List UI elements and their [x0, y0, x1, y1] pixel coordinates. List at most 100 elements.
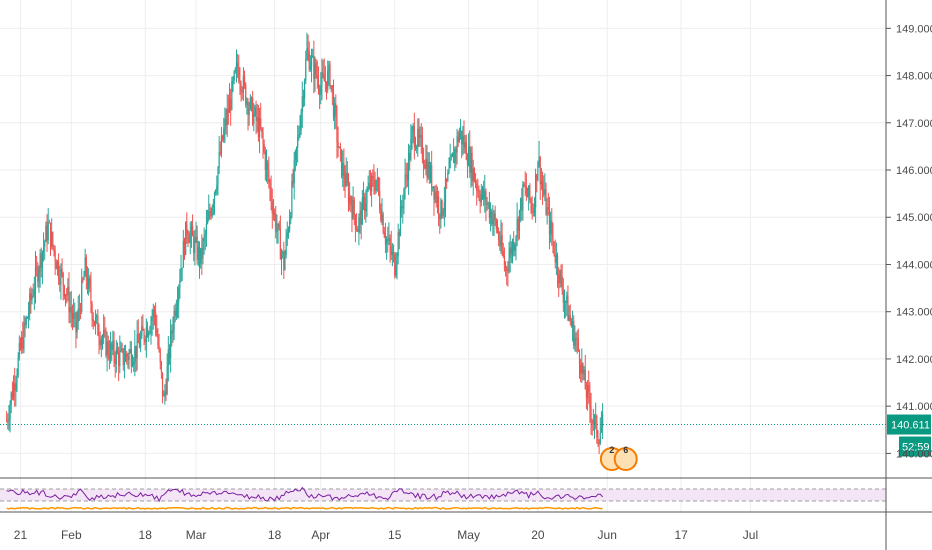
candle-body: [488, 203, 491, 218]
candle-body: [313, 55, 315, 79]
candle-body: [142, 326, 144, 331]
candle-body: [535, 174, 537, 208]
candle-body: [252, 97, 254, 125]
candle-body: [402, 206, 404, 209]
candle-body: [200, 248, 202, 264]
candle-body: [462, 136, 464, 145]
candle-body: [114, 357, 116, 364]
candle-body: [295, 147, 298, 152]
candle-body: [433, 186, 435, 200]
candle-body: [308, 51, 310, 70]
candle-body: [583, 369, 585, 374]
candle-body: [461, 130, 463, 145]
candle-body: [548, 208, 551, 235]
candle-body: [191, 226, 194, 237]
candle-body: [324, 81, 326, 83]
candle-body: [310, 56, 313, 67]
candle-body: [27, 313, 30, 318]
price-tick-label: 144.000: [896, 259, 932, 271]
candle-body: [306, 48, 308, 60]
candle-body: [399, 206, 402, 237]
candle-body: [167, 349, 169, 367]
candle-body: [273, 212, 276, 215]
candle-body: [286, 232, 288, 238]
candle-body: [103, 329, 105, 338]
candle-body: [307, 48, 309, 52]
candle-body: [278, 223, 280, 229]
time-axis[interactable]: 21 Feb 18 Mar 18 Apr 15 May 20 Jun 17 Jul: [0, 477, 932, 542]
candle-body: [131, 364, 134, 366]
candle-body: [59, 278, 61, 285]
candle-body: [219, 151, 221, 154]
candle-body: [336, 115, 338, 143]
candle-body: [235, 62, 238, 70]
candle-body: [204, 234, 206, 237]
candle-body: [138, 342, 141, 348]
candle-body: [541, 181, 544, 190]
candle-body: [560, 270, 562, 277]
candle-body: [319, 88, 321, 95]
time-tick-label: 21: [14, 528, 28, 542]
candle-body: [539, 156, 541, 185]
candle-body: [382, 214, 384, 233]
candle-body: [573, 320, 575, 346]
candle-body: [396, 255, 398, 267]
candle-body: [183, 240, 186, 255]
candle-body: [113, 340, 115, 358]
candle-body: [314, 62, 316, 79]
price-tick-label: 141.000: [896, 401, 932, 413]
candle-body: [434, 191, 436, 200]
candle-body: [255, 107, 257, 121]
candle-body: [466, 159, 469, 166]
candle-body: [166, 366, 168, 394]
candle-body: [290, 215, 292, 220]
candle-body: [288, 219, 291, 231]
candle-body: [224, 119, 226, 129]
candle-body: [325, 81, 328, 91]
candle-body: [155, 312, 157, 330]
candle-body: [128, 352, 130, 360]
candle-body: [211, 207, 213, 216]
candle-body: [476, 183, 478, 191]
candle-body: [194, 239, 196, 253]
candle-body: [470, 152, 472, 173]
candle-body: [509, 247, 511, 259]
candle-body: [551, 220, 553, 236]
candle-body: [124, 353, 127, 362]
candle-body: [101, 337, 104, 340]
candle-body: [592, 421, 594, 424]
candle-body: [193, 236, 195, 253]
candle-body: [543, 189, 545, 195]
candle-body: [98, 335, 100, 341]
candle-body: [536, 174, 538, 181]
candle-body: [216, 185, 218, 191]
candle-body: [304, 80, 306, 99]
candle-body: [365, 203, 367, 212]
candle-body: [367, 187, 369, 191]
candle-body: [239, 80, 241, 84]
candle-body: [123, 361, 126, 365]
candle-body: [533, 207, 536, 213]
candle-body: [84, 257, 86, 277]
candle-body: [401, 206, 403, 209]
candle-body: [225, 119, 227, 125]
candle-body: [556, 255, 559, 275]
candle-body: [79, 309, 82, 312]
candle-body: [178, 288, 180, 303]
candle-body: [589, 391, 591, 408]
candle-body: [577, 338, 579, 351]
candle-body: [215, 190, 217, 194]
candle-body: [33, 289, 35, 296]
candle-body: [522, 183, 524, 211]
candle-body: [284, 254, 286, 270]
event-marker-icon[interactable]: [613, 447, 638, 471]
candle-body: [322, 72, 324, 75]
candle-body: [280, 253, 283, 260]
candle-body: [11, 392, 13, 398]
price-axis[interactable]: 149.000 148.000 147.000 146.000 145.000 144.0…: [885, 0, 932, 550]
candle-body: [16, 375, 18, 383]
candle-body: [66, 294, 68, 296]
candle-body: [91, 303, 93, 319]
candle-body: [379, 191, 381, 210]
